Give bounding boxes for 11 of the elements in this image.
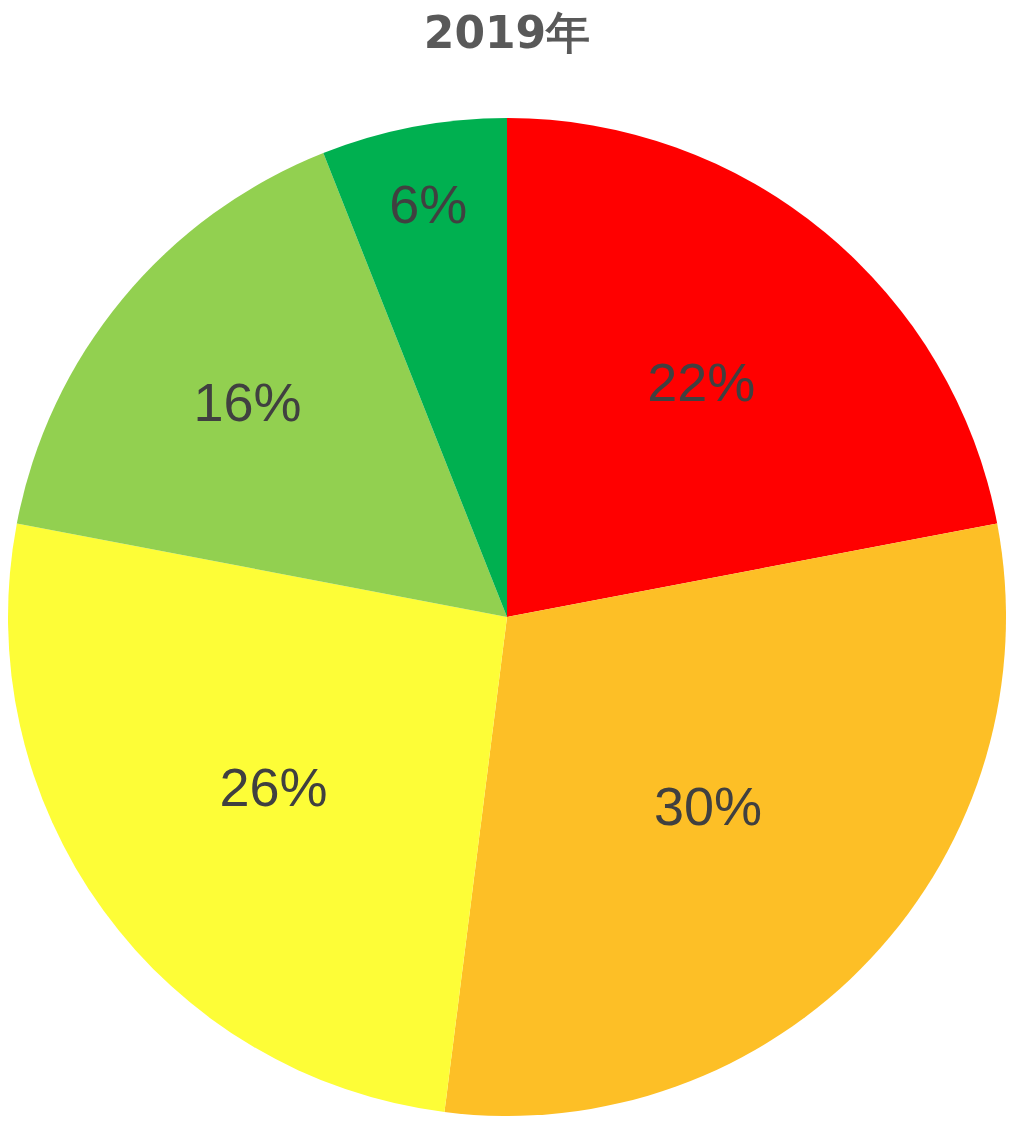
data-label: 22% [647, 352, 756, 413]
data-label: 6% [389, 174, 468, 235]
data-label: 30% [654, 775, 763, 836]
chart-title: 2019年 [423, 6, 591, 58]
data-label: 26% [219, 756, 328, 817]
pie-slice [444, 523, 1006, 1116]
pie-slice [507, 118, 998, 617]
pie-slice [8, 523, 507, 1113]
pie-slice [16, 153, 507, 617]
data-label: 16% [193, 372, 302, 433]
pie-slice [323, 118, 507, 617]
